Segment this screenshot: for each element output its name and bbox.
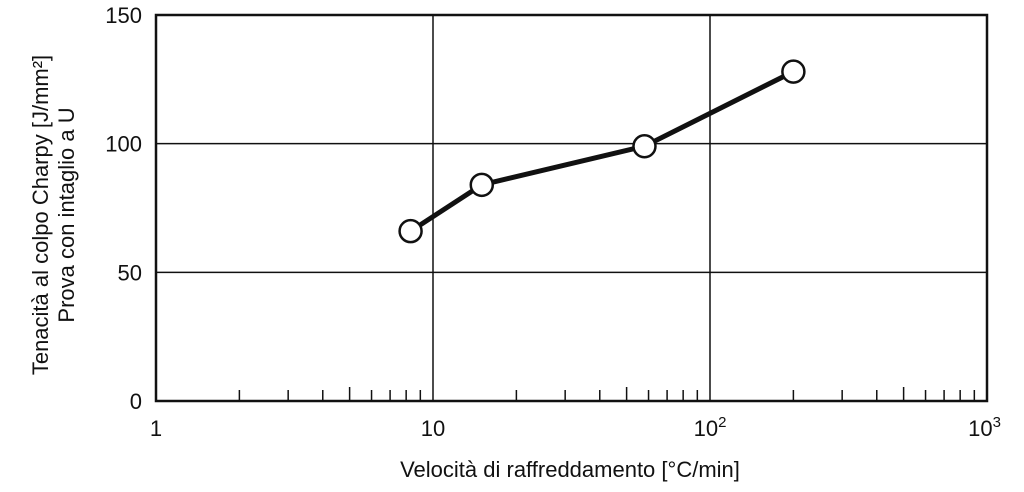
x-tick-label-1: 1	[150, 416, 162, 441]
y-tick-label-150: 150	[105, 3, 142, 28]
x-tick-label-100: 102	[694, 414, 727, 441]
data-point-3	[781, 59, 806, 84]
y-axis-title-line1: Tenacità al colpo Charpy [J/mm²]	[28, 55, 53, 375]
grid-layer	[156, 15, 987, 401]
series-layer	[398, 59, 806, 244]
y-tick-label-0: 0	[130, 389, 142, 414]
series-line-0	[409, 69, 795, 234]
y-tick-labels: 0 50 100 150	[105, 3, 142, 414]
y-axis-title-line2: Prova con intaglio a U	[54, 107, 79, 322]
data-point-2	[632, 133, 657, 159]
y-tick-label-50: 50	[118, 260, 142, 285]
x-tick-label-10: 10	[421, 416, 445, 441]
x-tick-labels: 1 10 102 103	[150, 414, 1001, 441]
data-point-0	[398, 218, 423, 244]
plot-frame	[154, 13, 989, 403]
minor-ticks-layer	[238, 387, 976, 401]
data-point-1	[469, 172, 495, 198]
x-tick-label-1000: 103	[968, 414, 1001, 441]
y-tick-label-100: 100	[105, 132, 142, 157]
x-axis-title: Velocità di raffreddamento [°C/min]	[400, 457, 740, 482]
